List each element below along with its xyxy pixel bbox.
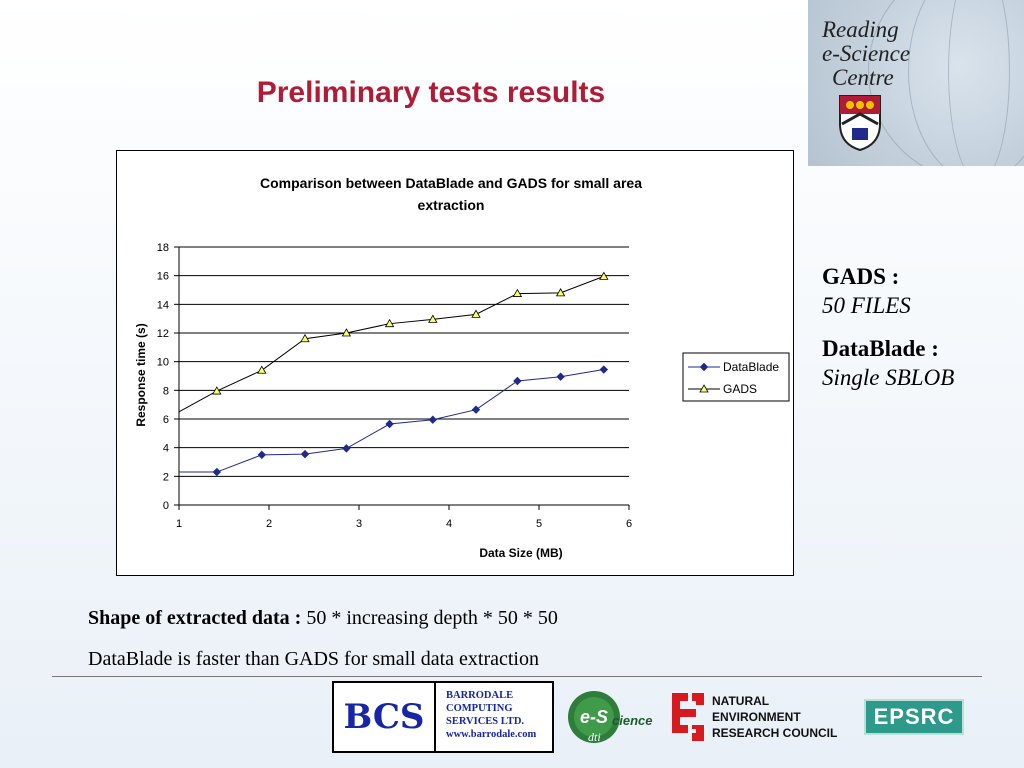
y-tick-label-14: 14 [157,299,169,311]
series-line-gads [178,275,604,413]
chart-frame: Comparison between DataBlade and GADS fo… [116,150,794,576]
y-tick-label-8: 8 [163,385,169,397]
x-tick-label-3: 3 [356,518,362,530]
reading-escience-logo: Reading e-Science Centre [808,0,1024,166]
legend-marker-datablade [699,362,709,372]
barrodale-url: www.barrodale.com [446,729,537,740]
chart-legend: DataBlade GADS [682,352,790,402]
barrodale-logo: BCS BARRODALE COMPUTING SERVICES LTD. ww… [332,681,554,753]
chart-title-line-1: Comparison between DataBlade and GADS fo… [260,175,642,191]
legend-label-datablade: DataBlade [723,360,779,374]
nerc-line-2: ENVIRONMENT [712,710,801,724]
point-gads-9 [555,288,566,297]
point-datablade-8 [513,376,522,386]
shape-label: Shape of extracted data : [88,607,302,629]
y-tick-label-6: 6 [163,414,169,426]
nerc-mark-icon [672,693,704,741]
y-tick-label-10: 10 [157,357,169,369]
y-tick-label-12: 12 [157,328,169,340]
point-datablade-9 [556,372,565,381]
nerc-text: NATURAL ENVIRONMENT RESEARCH COUNCIL [712,693,837,741]
x-axis-label: Data Size (MB) [479,546,562,560]
datablade-value: Single SBLOB [822,365,955,390]
point-gads-6 [428,314,438,323]
logo-line-1: Reading [822,17,899,42]
crest-shield-icon [839,95,881,152]
y-tick-label-0: 0 [163,500,169,512]
point-gads-4 [341,328,352,337]
legend-marker-gads [699,384,709,393]
point-datablade-2 [257,450,267,460]
point-gads-10 [599,271,609,280]
bottom-notes: Shape of extracted data : 50 * increasin… [88,602,558,676]
side-notes: GADS : 50 FILES DataBlade : Single SBLOB [822,262,954,392]
point-gads-3 [300,333,310,343]
nerc-line-1: NATURAL [712,694,770,708]
escience-e: e-S [580,707,608,727]
point-datablade-7 [471,405,481,414]
legend-label-gads: GADS [723,382,757,396]
point-gads-5 [384,318,395,328]
point-datablade-10 [599,365,609,374]
point-gads-8 [512,288,523,297]
x-tick-label-2: 2 [266,518,272,530]
point-datablade-4 [342,444,351,453]
logo-text: Reading e-Science Centre [822,18,910,90]
slide-title: Preliminary tests results [256,76,606,109]
epsrc-logo: EPSRC [864,699,964,735]
y-tick-label-18: 18 [157,242,169,254]
point-gads-1 [212,386,222,395]
datablade-label: DataBlade : [822,336,939,361]
barrodale-line-1: BARRODALE [446,690,514,701]
x-tick-label-5: 5 [536,518,542,530]
y-tick-label-16: 16 [157,271,169,283]
y-tick-label-2: 2 [163,471,169,483]
point-datablade-1 [212,467,222,477]
nerc-logo: NATURAL ENVIRONMENT RESEARCH COUNCIL [668,689,856,745]
conclusion-text: DataBlade is faster than GADS for small … [88,648,539,670]
legend-box [682,352,790,402]
x-tick-label-6: 6 [626,518,632,530]
escience-dti-logo: e-S cience dti [568,691,652,744]
point-datablade-6 [428,415,438,424]
shape-value: 50 * increasing depth * 50 * 50 [306,607,558,629]
chart-title-line-2: extraction [418,197,485,213]
y-tick-label-4: 4 [163,443,169,455]
x-tick-label-1: 1 [176,518,182,530]
point-gads-2 [257,365,267,374]
barrodale-text: BARRODALE COMPUTING SERVICES LTD. www.ba… [446,689,536,741]
footer-divider [52,676,982,677]
gads-value: 50 FILES [822,293,911,318]
y-axis-label: Response time (s) [134,323,148,426]
point-gads-7 [471,309,481,318]
logo-line-2: e-Science [822,41,911,66]
sponsor-logos: BCS BARRODALE COMPUTING SERVICES LTD. ww… [332,681,982,753]
series-line-datablade [179,369,604,473]
gads-label: GADS : [822,264,900,289]
barrodale-line-3: SERVICES LTD. [446,716,525,727]
escience-sub: dti [588,730,601,744]
barrodale-line-2: COMPUTING [446,703,513,714]
escience-text: cience [612,713,652,728]
response-time-chart: Comparison between DataBlade and GADS fo… [134,175,790,560]
point-datablade-3 [300,449,310,459]
nerc-line-3: RESEARCH COUNCIL [712,726,838,740]
logo-line-3: Centre [832,65,894,90]
bcs-logo-text: BCS [334,683,436,751]
point-datablade-5 [385,419,394,429]
x-tick-label-4: 4 [446,518,452,530]
